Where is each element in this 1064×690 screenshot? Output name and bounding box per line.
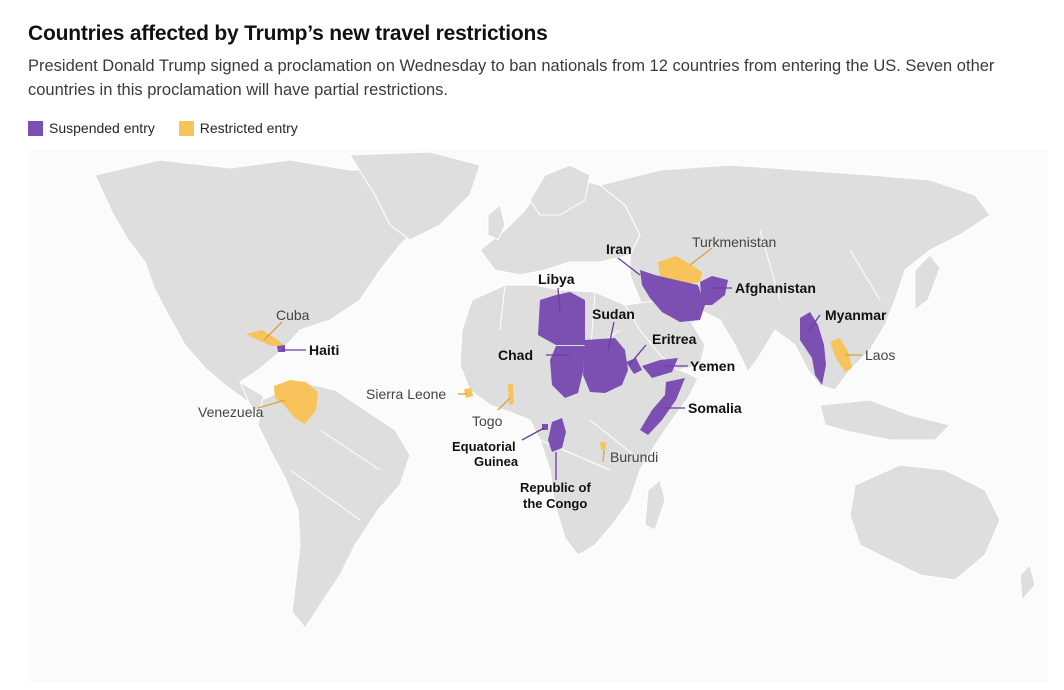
label-togo: Togo bbox=[472, 413, 503, 429]
leader-cuba bbox=[263, 321, 283, 341]
label-iran: Iran bbox=[606, 241, 632, 257]
legend-item-restricted: Restricted entry bbox=[178, 120, 298, 137]
land-africa bbox=[459, 284, 699, 556]
country-afghanistan bbox=[700, 276, 728, 305]
legend-swatch-restricted bbox=[178, 121, 194, 137]
country-somalia bbox=[640, 378, 685, 435]
leader-iran bbox=[617, 257, 641, 276]
country-labels: Iran Turkmenistan Libya Afghanistan Suda… bbox=[198, 234, 895, 511]
label-chad: Chad bbox=[498, 347, 533, 363]
label-venezuela: Venezuela bbox=[198, 404, 264, 420]
land-madagascar bbox=[644, 479, 666, 531]
suspended-countries bbox=[277, 270, 826, 452]
country-haiti bbox=[277, 345, 285, 352]
label-afghanistan: Afghanistan bbox=[735, 280, 816, 296]
country-burundi bbox=[600, 442, 606, 450]
label-eritrea: Eritrea bbox=[652, 331, 697, 347]
leader-venezuela bbox=[257, 399, 286, 409]
leader-turkmenistan bbox=[689, 247, 713, 266]
country-republic-of-the-congo bbox=[548, 418, 566, 452]
label-laos: Laos bbox=[865, 347, 895, 363]
label-yemen: Yemen bbox=[690, 358, 735, 374]
leader-myanmar bbox=[807, 314, 821, 333]
country-sudan bbox=[583, 338, 628, 393]
label-republic-of-the-congo-line2: the Congo bbox=[523, 496, 587, 511]
land-australia bbox=[849, 464, 1001, 581]
country-cuba bbox=[246, 330, 284, 346]
label-myanmar: Myanmar bbox=[825, 307, 887, 323]
leader-libya bbox=[557, 287, 561, 313]
label-equatorial-guinea-line1: Equatorial bbox=[452, 439, 516, 454]
land-south-america bbox=[257, 381, 411, 629]
country-chad bbox=[550, 346, 585, 398]
label-haiti: Haiti bbox=[309, 342, 339, 358]
country-laos bbox=[830, 338, 852, 372]
restricted-countries bbox=[246, 256, 852, 450]
legend-label-suspended: Suspended entry bbox=[49, 120, 155, 137]
map-title: Countries affected by Trump’s new travel… bbox=[28, 22, 548, 45]
leader-equatorial-guinea bbox=[521, 427, 545, 441]
leader-lines bbox=[257, 247, 862, 480]
legend-label-restricted: Restricted entry bbox=[199, 120, 298, 137]
country-iran bbox=[640, 270, 705, 322]
label-libya: Libya bbox=[538, 271, 575, 287]
map-subtitle: President Donald Trump signed a proclama… bbox=[28, 57, 995, 99]
land-new-zealand bbox=[1019, 564, 1036, 602]
leader-eritrea bbox=[629, 344, 647, 365]
base-land bbox=[94, 151, 1036, 629]
land-greenland bbox=[349, 151, 481, 241]
legend-swatch-suspended bbox=[28, 121, 43, 137]
land-scandinavia bbox=[529, 164, 591, 216]
label-sudan: Sudan bbox=[592, 306, 635, 322]
country-libya bbox=[538, 292, 585, 345]
label-sierra-leone: Sierra Leone bbox=[366, 386, 446, 402]
country-sierra-leone bbox=[464, 388, 473, 398]
leader-togo bbox=[497, 397, 511, 411]
land-japan bbox=[914, 254, 941, 312]
label-equatorial-guinea-line2: Guinea bbox=[474, 454, 519, 469]
legend-item-suspended: Suspended entry bbox=[28, 120, 155, 137]
label-cuba: Cuba bbox=[276, 307, 310, 323]
label-turkmenistan: Turkmenistan bbox=[692, 234, 776, 250]
label-republic-of-the-congo-line1: Republic of bbox=[520, 480, 591, 495]
leader-sudan bbox=[607, 321, 615, 351]
country-eritrea bbox=[626, 358, 642, 374]
land-se-asia-islands bbox=[819, 399, 951, 441]
label-somalia: Somalia bbox=[688, 400, 742, 416]
country-turkmenistan bbox=[658, 256, 702, 284]
country-venezuela bbox=[274, 380, 318, 424]
land-uk bbox=[487, 204, 506, 241]
legend: Suspended entry Restricted entry bbox=[28, 119, 318, 137]
country-yemen bbox=[642, 358, 678, 378]
country-myanmar bbox=[800, 312, 826, 385]
leader-burundi bbox=[602, 449, 605, 463]
country-togo bbox=[508, 384, 514, 405]
label-burundi: Burundi bbox=[610, 449, 658, 465]
